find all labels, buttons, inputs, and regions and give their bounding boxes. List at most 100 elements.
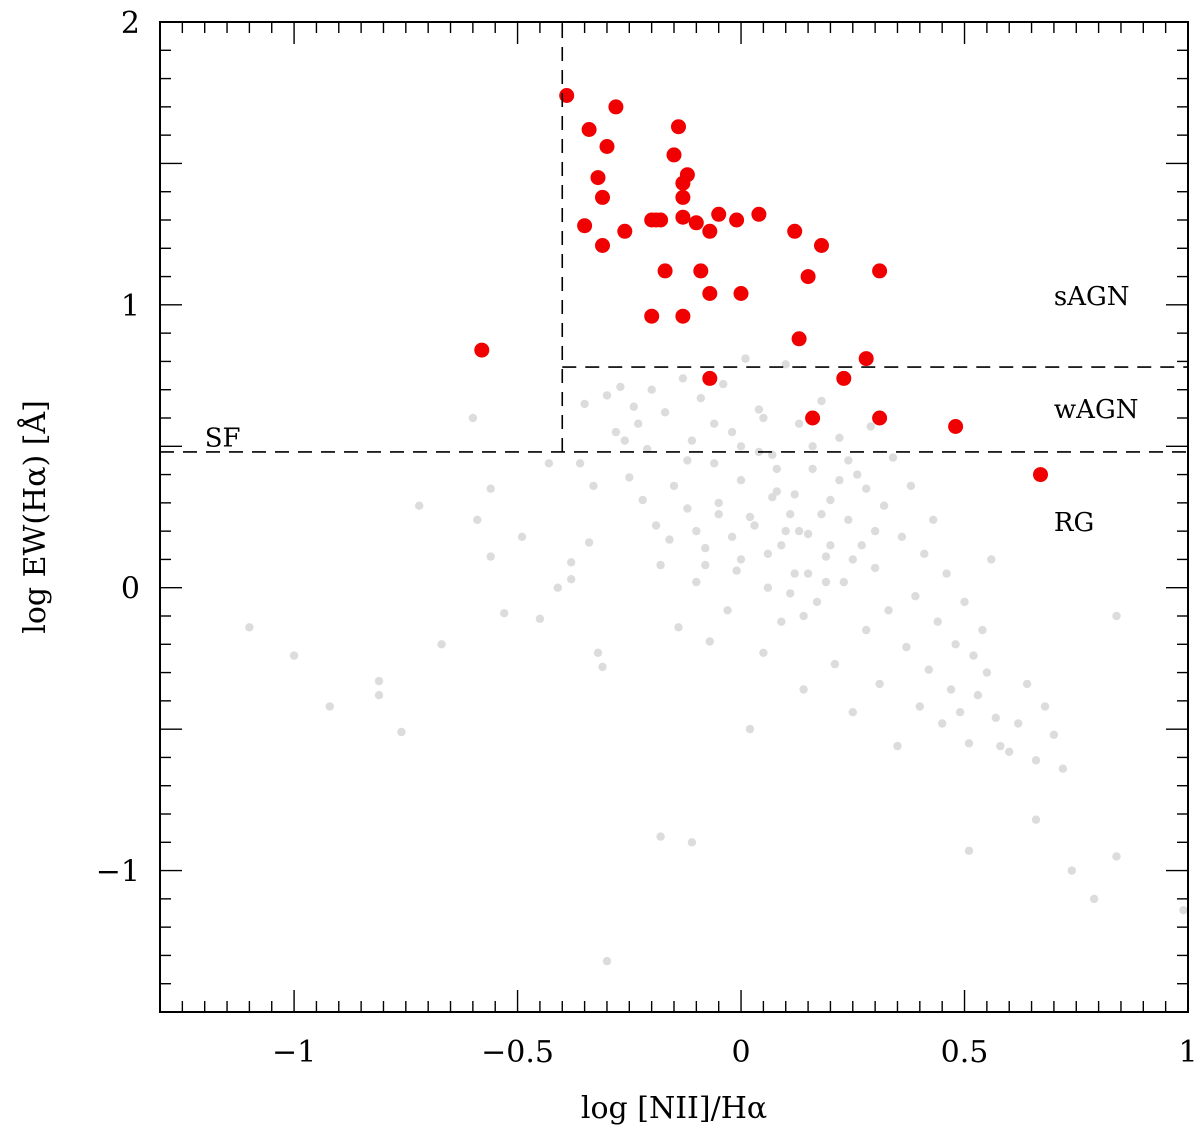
- galaxy-point-89: [893, 741, 902, 751]
- galaxy-point-9: [473, 515, 482, 524]
- galaxy-point-145: [759, 413, 768, 423]
- galaxy-point-109: [982, 668, 992, 677]
- agn-point-38: [805, 410, 821, 426]
- galaxy-point-83: [866, 422, 875, 431]
- agn-point-31: [644, 308, 660, 324]
- galaxy-point-11: [486, 552, 495, 561]
- galaxy-point-73: [821, 552, 831, 561]
- galaxy-point-47: [705, 637, 714, 646]
- agn-point-12: [675, 175, 691, 191]
- galaxy-point-141: [701, 560, 710, 570]
- galaxy-point-152: [862, 484, 871, 493]
- galaxy-point-88: [888, 453, 898, 462]
- y-tick-label: 2: [121, 6, 140, 41]
- agn-point-23: [787, 223, 803, 239]
- galaxy-point-101: [946, 685, 956, 694]
- galaxy-point-10: [486, 484, 495, 493]
- region-label-rg: RG: [1054, 508, 1094, 538]
- galaxy-point-131: [781, 526, 790, 536]
- galaxy-point-124: [1112, 852, 1121, 861]
- agn-point-39: [872, 410, 888, 426]
- galaxy-point-129: [602, 956, 612, 966]
- galaxy-point-68: [799, 685, 808, 694]
- galaxy-point-57: [750, 521, 759, 530]
- agn-point-33: [791, 331, 807, 347]
- galaxy-point-63: [777, 617, 786, 626]
- galaxy-point-111: [991, 713, 1000, 722]
- galaxy-point-72: [817, 396, 826, 406]
- agn-point-35: [858, 351, 874, 367]
- galaxy-point-66: [790, 569, 799, 578]
- galaxy-point-58: [754, 405, 764, 414]
- agn-point-21: [729, 212, 745, 228]
- galaxy-point-135: [826, 541, 835, 550]
- galaxy-point-122: [1089, 894, 1099, 904]
- x-tick-label: 1: [1178, 1035, 1197, 1070]
- agn-point-8: [617, 223, 633, 239]
- agn-point-10: [666, 147, 682, 163]
- galaxy-point-96: [924, 665, 933, 674]
- label-layer: −1 −0.5 0 0.5 1 −1 0 1 2 SF sAGN wAGN RG: [96, 6, 1198, 1070]
- galaxy-point-103: [955, 708, 965, 717]
- agn-point-18: [688, 215, 704, 231]
- agn-point-41: [1033, 467, 1048, 483]
- galaxy-point-60: [763, 549, 773, 558]
- galaxy-point-158: [844, 456, 853, 465]
- galaxy-point-21: [584, 538, 594, 547]
- galaxy-point-116: [1031, 756, 1041, 765]
- agn-point-3: [599, 139, 615, 154]
- galaxy-point-38: [665, 535, 674, 544]
- galaxy-point-153: [786, 589, 795, 598]
- galaxy-point-40: [674, 623, 683, 632]
- y-tick-label: −1: [96, 855, 140, 890]
- galaxy-point-16: [553, 583, 562, 592]
- galaxy-point-6: [415, 501, 424, 510]
- galaxy-point-120: [1058, 764, 1068, 773]
- galaxy-point-48: [710, 459, 719, 468]
- galaxy-point-15: [544, 459, 554, 468]
- galaxy-point-156: [768, 493, 777, 502]
- galaxy-point-29: [625, 473, 634, 482]
- plot-frame: [159, 21, 1189, 1013]
- agn-point-2: [581, 122, 597, 137]
- galaxy-point-70: [808, 464, 817, 474]
- galaxy-point-157: [692, 526, 701, 536]
- agn-point-28: [872, 263, 888, 279]
- galaxy-point-12: [500, 609, 509, 618]
- galaxy-point-45: [696, 394, 705, 403]
- y-axis-label: log EW(Hα) [Å]: [17, 400, 53, 634]
- agn-point-25: [657, 263, 673, 279]
- galaxy-point-136: [772, 464, 781, 474]
- galaxy-point-13: [517, 532, 527, 541]
- galaxy-point-46: [701, 543, 710, 553]
- galaxy-point-51: [723, 606, 732, 615]
- galaxy-point-151: [745, 512, 755, 522]
- agn-point-7: [595, 238, 610, 253]
- galaxy-point-108: [978, 625, 987, 635]
- agn-point-36: [702, 370, 718, 386]
- galaxy-point-123: [1112, 611, 1121, 621]
- galaxy-point-2: [325, 702, 334, 711]
- x-tick-label: 0: [731, 1035, 750, 1070]
- galaxy-point-80: [853, 470, 862, 479]
- agn-point-1: [608, 99, 624, 115]
- galaxy-point-52: [727, 427, 737, 437]
- galaxy-point-34: [647, 385, 656, 394]
- agn-point-9: [671, 119, 686, 135]
- tick-layer: [159, 21, 1189, 1013]
- galaxy-point-24: [598, 662, 607, 672]
- galaxy-point-125: [1179, 906, 1188, 915]
- galaxy-point-146: [683, 456, 692, 465]
- galaxy-point-54: [736, 476, 746, 485]
- galaxy-point-117: [1031, 815, 1041, 824]
- galaxy-point-107: [973, 691, 983, 700]
- galaxy-point-44: [692, 577, 701, 587]
- galaxy-point-85: [875, 679, 884, 689]
- agn-point-24: [814, 238, 829, 253]
- x-tick-label: −1: [272, 1035, 316, 1070]
- agn-point-37: [836, 370, 852, 386]
- galaxy-point-7: [437, 640, 446, 649]
- galaxy-point-17: [567, 558, 576, 567]
- galaxy-point-130: [763, 583, 773, 592]
- galaxy-point-5: [397, 727, 406, 737]
